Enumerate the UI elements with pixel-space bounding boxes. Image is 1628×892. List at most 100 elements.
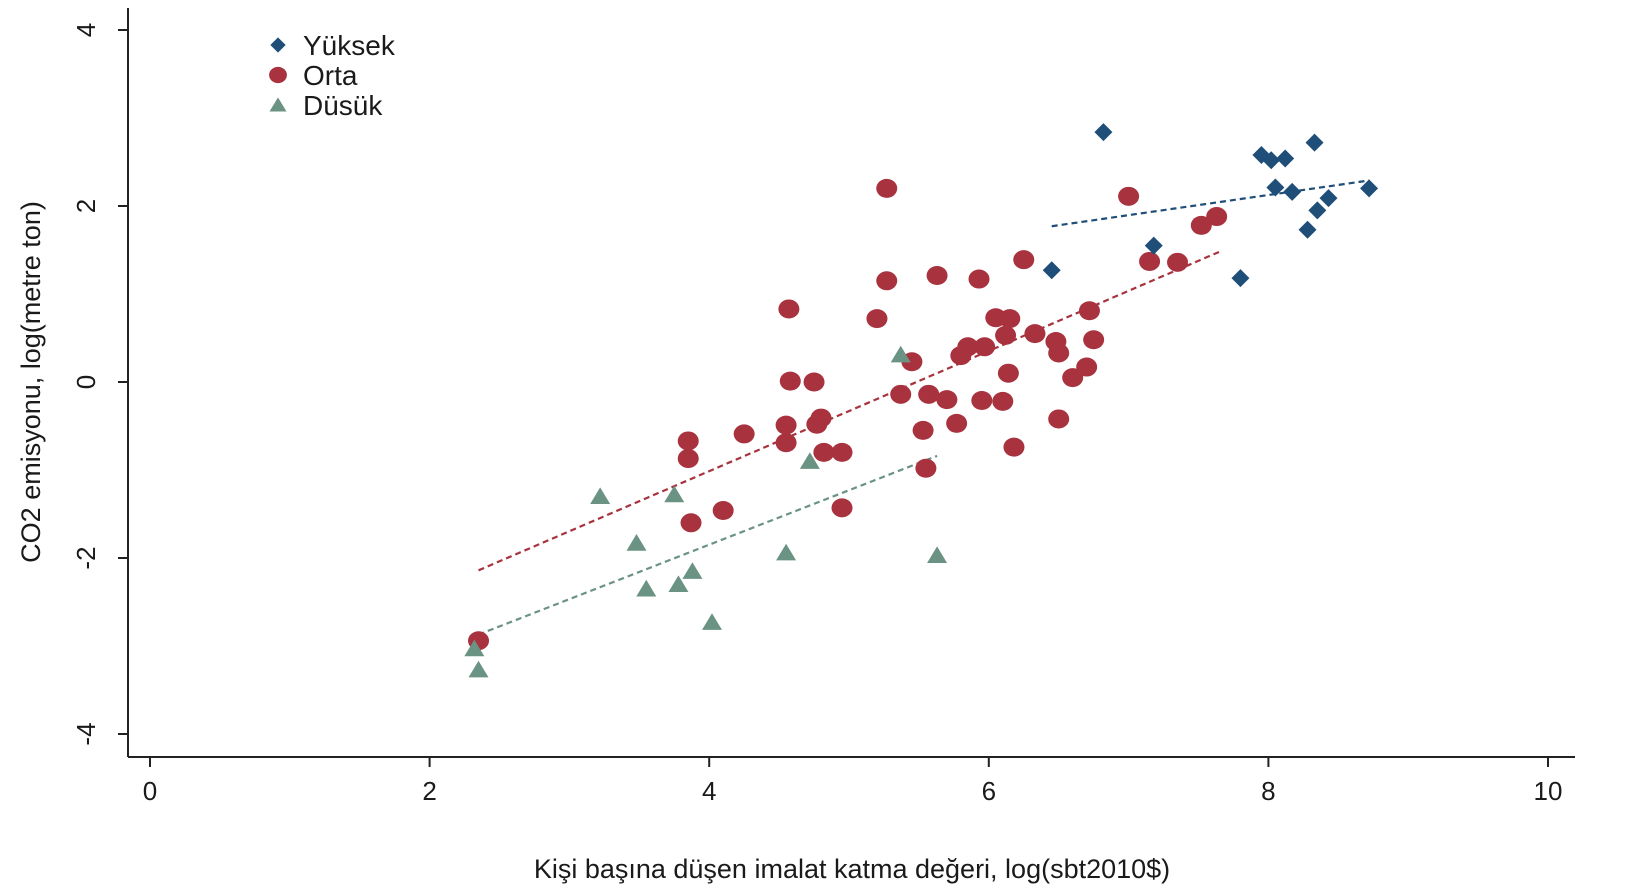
x-tick-label: 2	[422, 776, 436, 806]
circle-point	[813, 442, 835, 462]
y-ticks: -4 -2 0 2 4	[71, 23, 128, 746]
circle-point	[1076, 357, 1098, 377]
triangle-point	[701, 613, 722, 630]
circle-point	[999, 309, 1021, 329]
circle-point	[677, 449, 699, 469]
triangle-point	[799, 452, 820, 469]
triangle-point	[668, 575, 689, 593]
axes: 0 2 4 6 8 10 -4 -2 0 2 4	[71, 8, 1575, 806]
legend-circle-icon	[269, 66, 287, 84]
circle-point	[831, 442, 853, 462]
circle-point	[1048, 343, 1070, 363]
circle-point	[775, 433, 797, 453]
circle-point	[1206, 207, 1228, 227]
legend-triangle-icon	[269, 97, 287, 112]
circle-point	[803, 372, 825, 392]
circle-point	[680, 513, 702, 533]
triangle-point	[927, 546, 948, 564]
triangle-point	[890, 345, 911, 363]
circle-point	[733, 424, 755, 444]
fit-line	[478, 250, 1220, 572]
data-points	[464, 123, 1379, 678]
y-axis-title: CO2 emisyonu, log(metre ton)	[16, 201, 46, 563]
circle-point	[778, 299, 800, 319]
y-tick-label: 4	[71, 23, 101, 37]
diamond-point	[1298, 220, 1317, 239]
circle-point	[1048, 409, 1070, 429]
y-tick-label: 0	[71, 375, 101, 389]
diamond-point	[1319, 189, 1338, 208]
diamond-point	[1276, 149, 1295, 168]
circle-point	[912, 420, 934, 440]
circle-point	[1083, 330, 1105, 350]
x-tick-label: 10	[1534, 776, 1563, 806]
circle-point	[866, 309, 888, 329]
fit-lines	[478, 179, 1370, 636]
circle-point	[997, 363, 1019, 383]
circle-point	[1118, 186, 1140, 206]
circle-point	[677, 431, 699, 451]
circle-point	[974, 337, 996, 357]
triangle-point	[590, 487, 611, 505]
diamond-point	[1262, 151, 1281, 170]
circle-point	[712, 500, 734, 520]
circle-point	[918, 384, 940, 404]
circle-point	[876, 271, 898, 291]
circle-point	[968, 269, 990, 289]
fit-line	[1051, 179, 1370, 228]
x-tick-label: 6	[982, 776, 996, 806]
circle-point	[775, 415, 797, 435]
y-tick-label: -2	[71, 546, 101, 569]
triangle-point	[626, 534, 647, 551]
x-tick-label: 8	[1261, 776, 1275, 806]
legend-label: Düsük	[303, 90, 383, 121]
x-ticks: 0 2 4 6 8 10	[143, 757, 1563, 806]
circle-point	[971, 390, 993, 410]
circle-point	[876, 178, 898, 198]
diamond-point	[1360, 179, 1379, 198]
circle-point	[831, 498, 853, 518]
diamond-point	[1283, 182, 1302, 201]
circle-point	[1167, 252, 1189, 272]
fit-line	[478, 454, 938, 636]
triangle-point	[468, 660, 489, 678]
circle-point	[915, 458, 937, 478]
circle-point	[995, 325, 1017, 345]
circle-point	[957, 337, 979, 357]
y-tick-label: -4	[71, 722, 101, 745]
legend-label: Yüksek	[303, 30, 396, 61]
circle-point	[1003, 437, 1025, 457]
circle-point	[1024, 324, 1046, 344]
legend-diamond-icon	[270, 37, 286, 53]
circle-point	[1062, 368, 1084, 388]
triangle-point	[664, 485, 685, 503]
circle-point	[1139, 251, 1161, 271]
x-tick-label: 0	[143, 776, 157, 806]
circle-point	[946, 413, 968, 433]
circle-point	[936, 390, 958, 410]
circle-point	[779, 371, 801, 391]
circle-point	[992, 391, 1014, 411]
circle-point	[1013, 250, 1035, 270]
circle-point	[1078, 301, 1100, 321]
diamond-point	[1231, 269, 1250, 288]
triangle-point	[776, 543, 797, 561]
x-axis-title: Kişi başına düşen imalat katma değeri, l…	[534, 854, 1170, 884]
diamond-point	[1305, 133, 1324, 152]
circle-point	[890, 384, 912, 404]
diamond-point	[1144, 236, 1163, 255]
diamond-point	[1266, 178, 1285, 197]
y-tick-label: 2	[71, 199, 101, 213]
diamond-point	[1308, 201, 1327, 220]
diamond-point	[1042, 261, 1061, 280]
triangle-point	[464, 639, 485, 657]
triangle-point	[682, 562, 703, 579]
legend-label: Orta	[303, 60, 358, 91]
triangle-point	[636, 579, 657, 597]
x-tick-label: 4	[702, 776, 716, 806]
circle-point	[926, 266, 948, 286]
circle-point	[810, 408, 832, 428]
circle-point	[1190, 215, 1212, 235]
